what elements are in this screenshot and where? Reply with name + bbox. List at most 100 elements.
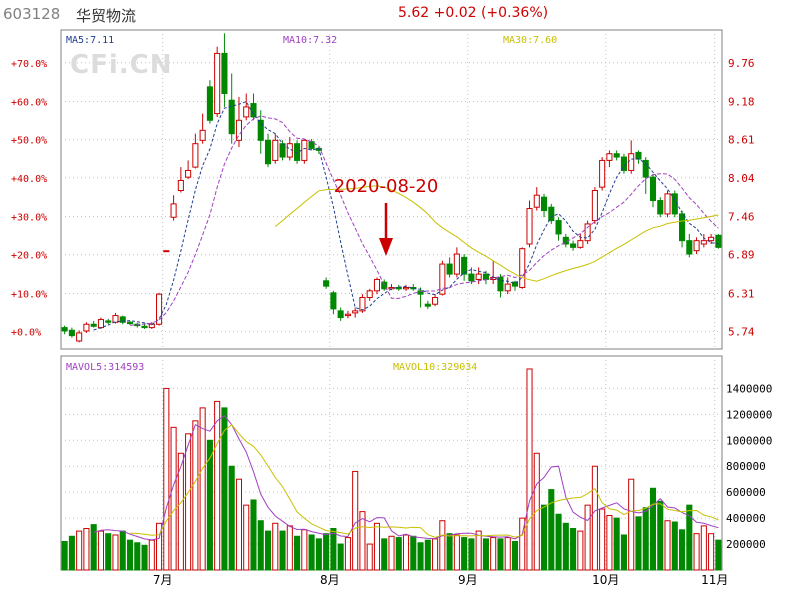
candle-down xyxy=(482,273,489,280)
candle-up xyxy=(272,139,279,161)
volume-bar-down xyxy=(410,535,417,571)
candle-up xyxy=(235,119,243,141)
candle-up xyxy=(664,193,671,215)
candle-down xyxy=(446,263,453,275)
volume-bar-up xyxy=(235,478,243,571)
volume-bar-down xyxy=(657,500,664,571)
mavol10-line xyxy=(129,424,719,538)
candle-down xyxy=(90,323,97,327)
volume-bar-down xyxy=(330,527,337,571)
candle-down xyxy=(715,234,722,248)
volume-bar-up xyxy=(519,517,526,571)
stock-name: 华贸物流 xyxy=(76,7,137,25)
candle-down xyxy=(511,281,519,287)
ma10-line xyxy=(129,115,719,326)
candle-up xyxy=(199,129,206,141)
month-label: 11月 xyxy=(701,573,728,587)
candle-up xyxy=(163,250,170,253)
candle-down xyxy=(308,141,315,149)
candle-down xyxy=(570,243,577,248)
volume-tick-label: 1000000 xyxy=(726,434,772,447)
volume-bar-up xyxy=(272,522,279,571)
volume-bar-down xyxy=(126,539,134,571)
candle-up xyxy=(453,253,460,275)
volume-bar-up xyxy=(388,535,395,571)
volume-bar-up xyxy=(490,537,497,571)
volume-bar-up xyxy=(606,515,613,571)
volume-bar-down xyxy=(715,539,722,571)
candle-down xyxy=(68,329,75,337)
candle-up xyxy=(214,52,221,115)
candle-up xyxy=(402,286,410,290)
volume-bar-up xyxy=(177,452,184,571)
volume-bar-down xyxy=(61,540,68,571)
candle-down xyxy=(679,213,686,242)
candle-up xyxy=(628,153,635,171)
candle-up xyxy=(700,240,707,245)
volume-bar-down xyxy=(279,530,286,571)
candle-down xyxy=(497,276,504,292)
volume-bar-down xyxy=(497,538,504,571)
candle-down xyxy=(424,303,431,307)
volume-bar-down xyxy=(686,504,693,571)
price-tick-label: 9.76 xyxy=(728,57,755,70)
mavol5-line xyxy=(93,415,719,541)
volume-bar-up xyxy=(170,426,177,571)
volume-bar-down xyxy=(141,544,148,571)
price-tick-label: 9.18 xyxy=(728,96,755,109)
volume-bar-up xyxy=(156,522,163,571)
percent-tick-label: +10.0% xyxy=(11,289,47,300)
candle-up xyxy=(185,169,192,178)
volume-bar-up xyxy=(693,533,700,571)
candle-up xyxy=(301,139,308,161)
price-legend-label: MA10:7.32 xyxy=(283,35,337,46)
volume-bar-up xyxy=(286,525,293,571)
candle-down xyxy=(417,290,424,295)
candle-down xyxy=(548,206,555,222)
candle-up xyxy=(599,159,606,188)
candle-down xyxy=(649,176,657,202)
volume-bar-down xyxy=(337,543,344,571)
price-legend-label: MA5:7.11 xyxy=(66,35,114,46)
candle-up xyxy=(606,153,613,161)
volume-bar-up xyxy=(475,530,482,571)
volume-bar-down xyxy=(105,533,112,571)
volume-bar-up xyxy=(504,537,511,571)
volume-bar-up xyxy=(373,522,381,571)
volume-tick-label: 1400000 xyxy=(726,382,772,395)
candle-down xyxy=(642,159,649,178)
candle-up xyxy=(366,290,373,299)
volume-bar-up xyxy=(628,478,635,571)
month-label: 8月 xyxy=(320,573,340,587)
volume-bar-down xyxy=(206,439,213,571)
price-tick-label: 5.74 xyxy=(728,326,755,339)
candle-up xyxy=(693,240,700,252)
candle-up xyxy=(475,273,482,280)
percent-tick-label: +50.0% xyxy=(11,136,47,147)
price-tick-label: 8.04 xyxy=(728,172,755,185)
volume-bar-up xyxy=(402,534,410,571)
volume-bar-down xyxy=(417,542,424,571)
ma5-line xyxy=(93,100,719,331)
candle-up xyxy=(577,240,584,248)
candle-up xyxy=(344,313,351,317)
candle-down xyxy=(657,200,664,215)
volume-bar-down xyxy=(90,524,97,571)
candle-down xyxy=(257,119,264,141)
volume-bar-up xyxy=(199,407,206,571)
volume-bar-down xyxy=(511,540,519,571)
month-label: 9月 xyxy=(458,573,478,587)
volume-bar-up xyxy=(214,400,221,571)
candle-up xyxy=(83,323,90,332)
percent-tick-label: +30.0% xyxy=(11,213,47,224)
volume-bar-up xyxy=(352,470,359,571)
month-label: 7月 xyxy=(153,573,173,587)
volume-bar-up xyxy=(439,520,446,571)
volume-bar-down xyxy=(250,499,257,571)
volume-bar-down xyxy=(613,517,620,571)
candle-up xyxy=(504,283,511,292)
volume-bar-down xyxy=(119,530,126,571)
volume-bar-up xyxy=(584,504,591,571)
candle-down xyxy=(141,325,148,329)
candle-down xyxy=(264,139,272,165)
